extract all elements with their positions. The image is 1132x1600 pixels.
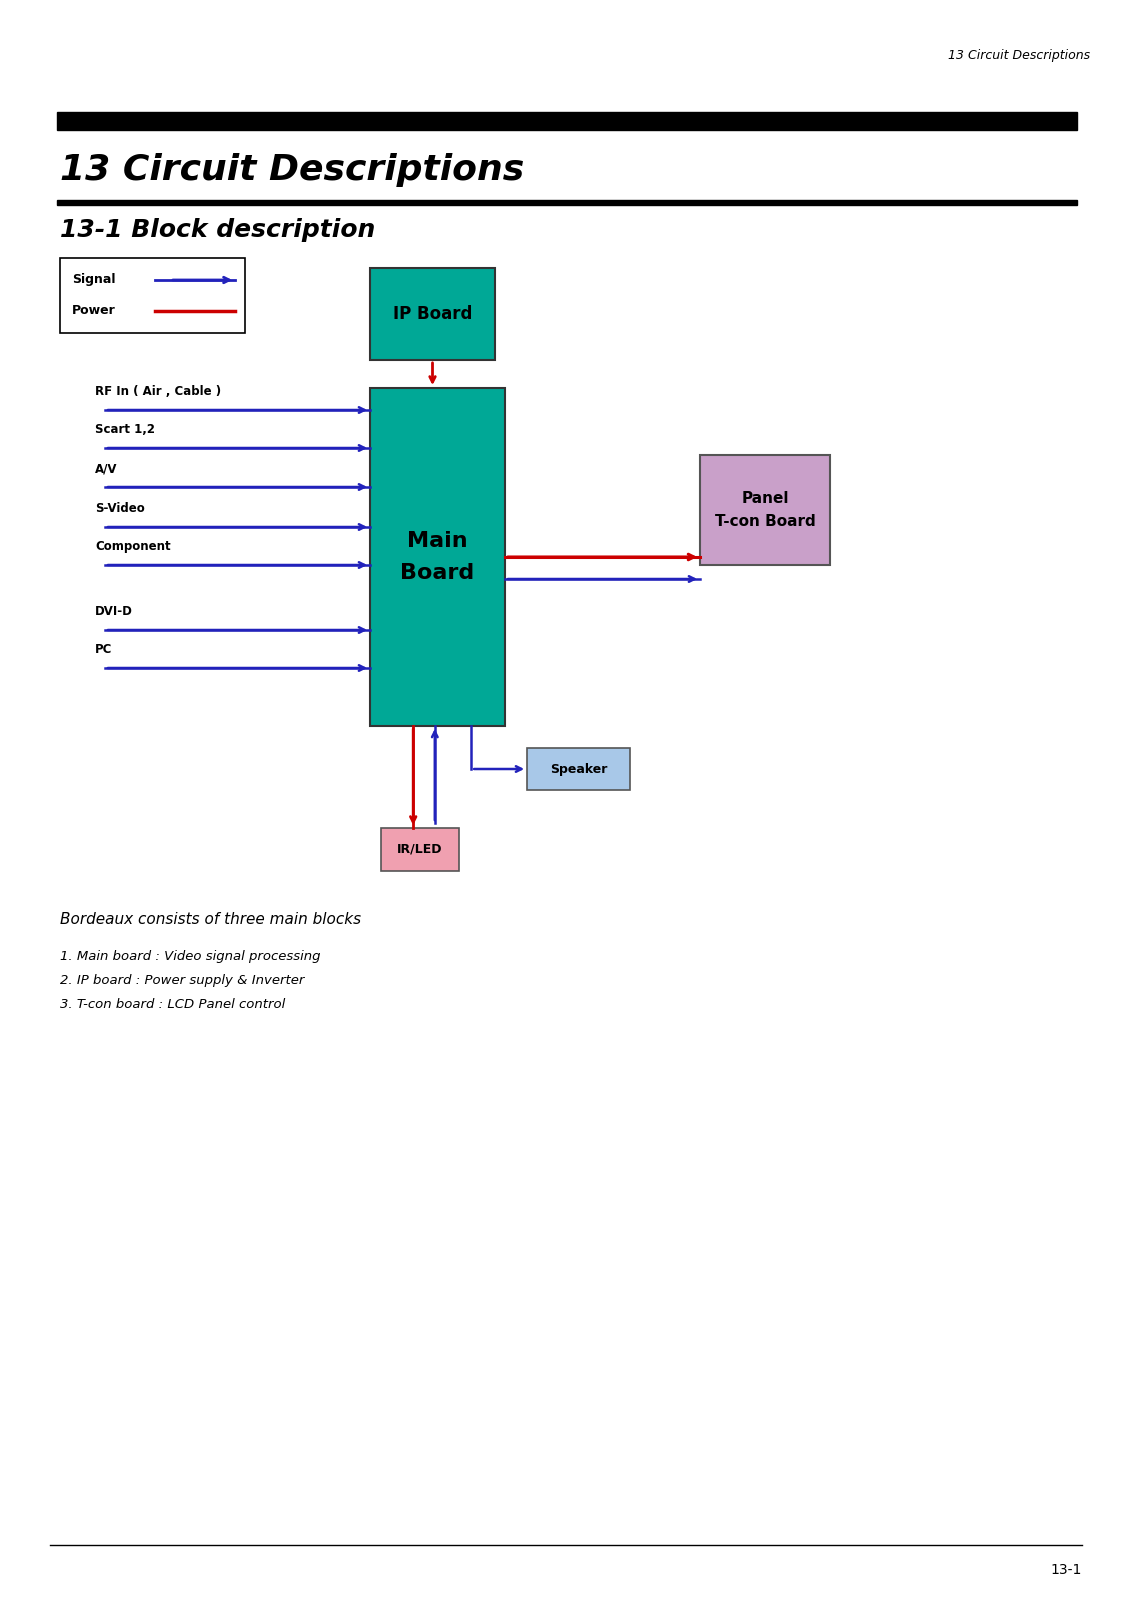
Text: S-Video: S-Video <box>95 502 145 515</box>
Text: 1. Main board : Video signal processing: 1. Main board : Video signal processing <box>60 950 320 963</box>
Bar <box>57 200 1077 205</box>
Text: Speaker: Speaker <box>550 763 607 776</box>
Bar <box>370 387 505 726</box>
Text: PC: PC <box>95 643 112 656</box>
Text: A/V: A/V <box>95 462 118 475</box>
Text: 13 Circuit Descriptions: 13 Circuit Descriptions <box>947 48 1090 61</box>
Text: 2. IP board : Power supply & Inverter: 2. IP board : Power supply & Inverter <box>60 974 305 987</box>
Text: Bordeaux consists of three main blocks: Bordeaux consists of three main blocks <box>60 912 361 926</box>
Text: Scart 1,2: Scart 1,2 <box>95 422 155 435</box>
Bar <box>381 829 458 870</box>
Text: 13 Circuit Descriptions: 13 Circuit Descriptions <box>60 154 524 187</box>
Bar <box>528 749 631 790</box>
Text: IR/LED: IR/LED <box>397 843 443 856</box>
Text: 3. T-con board : LCD Panel control: 3. T-con board : LCD Panel control <box>60 998 285 1011</box>
Text: Component: Component <box>95 541 171 554</box>
Text: Panel
T-con Board: Panel T-con Board <box>714 491 815 528</box>
Text: Main
Board: Main Board <box>401 531 474 584</box>
Text: DVI-D: DVI-D <box>95 605 132 618</box>
Bar <box>700 454 830 565</box>
Text: Power: Power <box>72 304 115 317</box>
Text: RF In ( Air , Cable ): RF In ( Air , Cable ) <box>95 386 221 398</box>
Text: 13-1: 13-1 <box>1050 1563 1082 1578</box>
Text: IP Board: IP Board <box>393 306 472 323</box>
Text: Signal: Signal <box>72 274 115 286</box>
Text: 13-1 Block description: 13-1 Block description <box>60 218 375 242</box>
Bar <box>60 258 245 333</box>
Bar <box>57 112 1077 130</box>
Bar <box>370 267 495 360</box>
